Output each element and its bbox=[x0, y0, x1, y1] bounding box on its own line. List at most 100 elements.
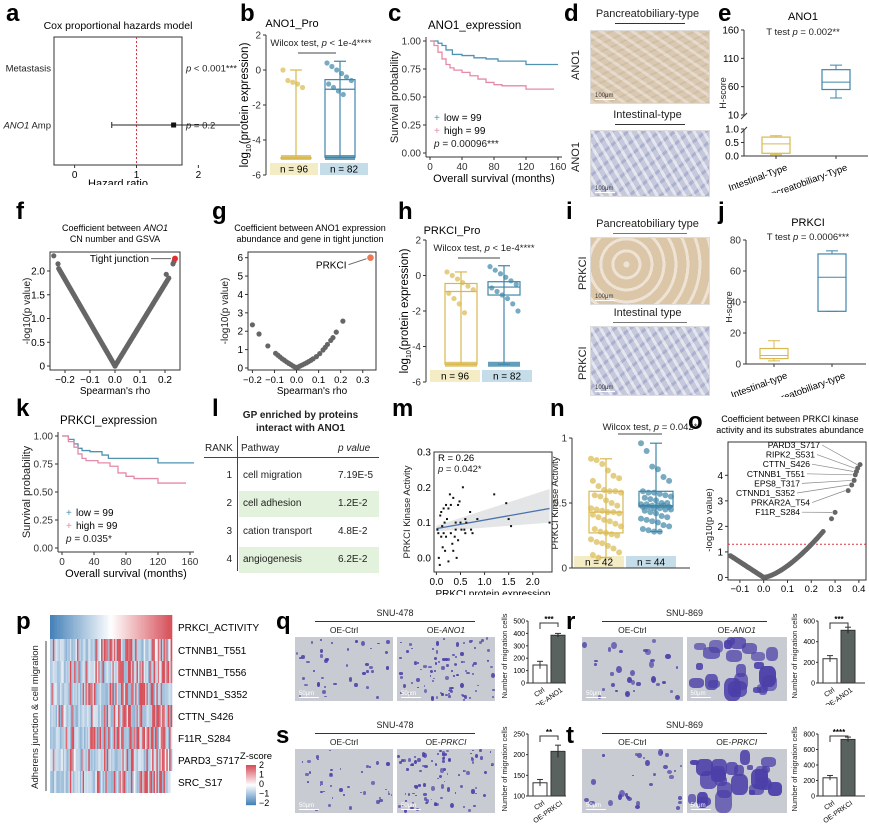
heatmap-cell bbox=[123, 705, 126, 727]
data-point bbox=[593, 457, 600, 464]
y-tick-label: 2.0 bbox=[31, 267, 45, 278]
data-point bbox=[591, 526, 598, 532]
y-tick-label: 2 bbox=[255, 31, 261, 42]
heatmap-cell bbox=[137, 683, 140, 705]
heatmap-cell bbox=[79, 727, 82, 749]
stained-cell bbox=[375, 760, 379, 765]
stained-cell bbox=[402, 759, 406, 762]
data-point bbox=[285, 77, 291, 84]
heatmap-cell bbox=[143, 639, 146, 661]
stained-cell bbox=[471, 663, 475, 667]
data-point bbox=[290, 79, 296, 85]
heatmap-cell bbox=[103, 639, 106, 661]
heatmap-cell bbox=[74, 771, 76, 793]
label-leader bbox=[796, 484, 849, 494]
heatmap-cell bbox=[55, 683, 58, 705]
heatmap-cell bbox=[108, 771, 110, 793]
legend-title: Z-score bbox=[240, 751, 272, 762]
x-axis-label: Spearman's rho bbox=[763, 594, 830, 595]
data-point bbox=[857, 462, 863, 468]
stained-cell bbox=[477, 684, 479, 687]
stained-cell bbox=[430, 695, 434, 700]
stained-cell bbox=[483, 770, 488, 775]
stained-cell bbox=[446, 786, 451, 793]
stained-cell bbox=[313, 670, 315, 673]
heatmap-row bbox=[50, 771, 173, 793]
heatmap-row bbox=[50, 683, 173, 705]
data-point bbox=[638, 440, 644, 447]
data-point bbox=[439, 514, 442, 517]
heatmap-cell bbox=[137, 661, 140, 683]
bar bbox=[550, 750, 566, 797]
heatmap-cell bbox=[142, 683, 144, 705]
legend-gradient-step bbox=[246, 774, 256, 776]
panel-letter-j: j bbox=[718, 198, 725, 225]
heatmap-cell bbox=[101, 639, 103, 661]
heatmap-row-label: PRKCI_ACTIVITY bbox=[178, 623, 259, 634]
stained-cell bbox=[332, 682, 337, 686]
legend-gradient-step bbox=[246, 786, 256, 788]
heatmap-cell bbox=[105, 615, 108, 639]
stained-cell bbox=[645, 759, 650, 767]
condition-label-oe: OE-ANO1 bbox=[426, 625, 466, 635]
micrograph-ctrl: 50μm bbox=[582, 749, 683, 813]
heatmap-cell bbox=[57, 771, 59, 793]
stained-cell bbox=[736, 664, 746, 677]
heatmap-cell bbox=[145, 749, 147, 771]
stained-cell bbox=[687, 794, 697, 805]
stained-cell bbox=[666, 770, 672, 775]
y-tick-label: 0.5 bbox=[553, 499, 567, 510]
heatmap-cell bbox=[84, 705, 86, 727]
stained-cell bbox=[648, 661, 654, 669]
heatmap-cell bbox=[111, 661, 113, 683]
stained-cell bbox=[414, 660, 418, 664]
legend-gradient-step bbox=[246, 796, 256, 798]
heatmap-cell bbox=[72, 615, 75, 639]
heatmap-cell bbox=[170, 615, 173, 639]
heatmap-cell bbox=[142, 749, 144, 771]
y-axis-label: -log10(p value) bbox=[706, 488, 715, 551]
heatmap-cell bbox=[105, 661, 108, 683]
heatmap-cell bbox=[164, 615, 167, 639]
legend-marker: + bbox=[434, 126, 440, 137]
heatmap-cell bbox=[52, 661, 55, 683]
y-axis-label: Number of migration cells bbox=[790, 613, 799, 698]
heatmap-cell bbox=[61, 639, 64, 661]
stained-cell bbox=[472, 749, 475, 752]
cell-p: 4.8E-2 bbox=[338, 526, 368, 537]
micrograph-ctrl: 50μm bbox=[582, 637, 683, 701]
chart-title: PRKCI_expression bbox=[60, 415, 157, 427]
heatmap-cell bbox=[154, 615, 157, 639]
stained-cell bbox=[370, 647, 373, 650]
y-tick-label: 2 bbox=[717, 522, 723, 533]
micrograph-ctrl: 50μm bbox=[295, 749, 393, 813]
heatmap-cell bbox=[85, 639, 88, 661]
heatmap-cell bbox=[159, 683, 161, 705]
stained-cell bbox=[365, 686, 369, 689]
heatmap-cell bbox=[135, 727, 137, 749]
y-tick-label: -4 bbox=[252, 136, 261, 147]
stained-cell bbox=[715, 790, 733, 813]
heatmap-cell bbox=[92, 661, 95, 683]
data-point bbox=[507, 518, 510, 521]
heatmap-cell bbox=[133, 639, 136, 661]
data-point bbox=[487, 264, 493, 270]
heatmap-cell bbox=[74, 749, 76, 771]
y-tick-label: -2 bbox=[412, 307, 421, 318]
data-point bbox=[515, 308, 521, 314]
legend-gradient-step bbox=[246, 768, 256, 770]
heatmap-cell bbox=[89, 683, 92, 705]
heatmap-cell bbox=[85, 771, 88, 793]
heatmap-cell bbox=[166, 661, 169, 683]
heatmap-cell bbox=[108, 705, 110, 727]
stat-label: Wilcox test, p < 1e-4**** bbox=[270, 38, 371, 49]
stained-cell bbox=[752, 686, 762, 693]
heatmap-cell bbox=[109, 705, 112, 727]
data-point bbox=[334, 67, 340, 73]
r-label: R = 0.26 bbox=[438, 453, 474, 464]
stained-cell bbox=[673, 770, 677, 773]
stained-cell bbox=[487, 659, 490, 662]
cell-p: 1.2E-2 bbox=[338, 498, 368, 509]
